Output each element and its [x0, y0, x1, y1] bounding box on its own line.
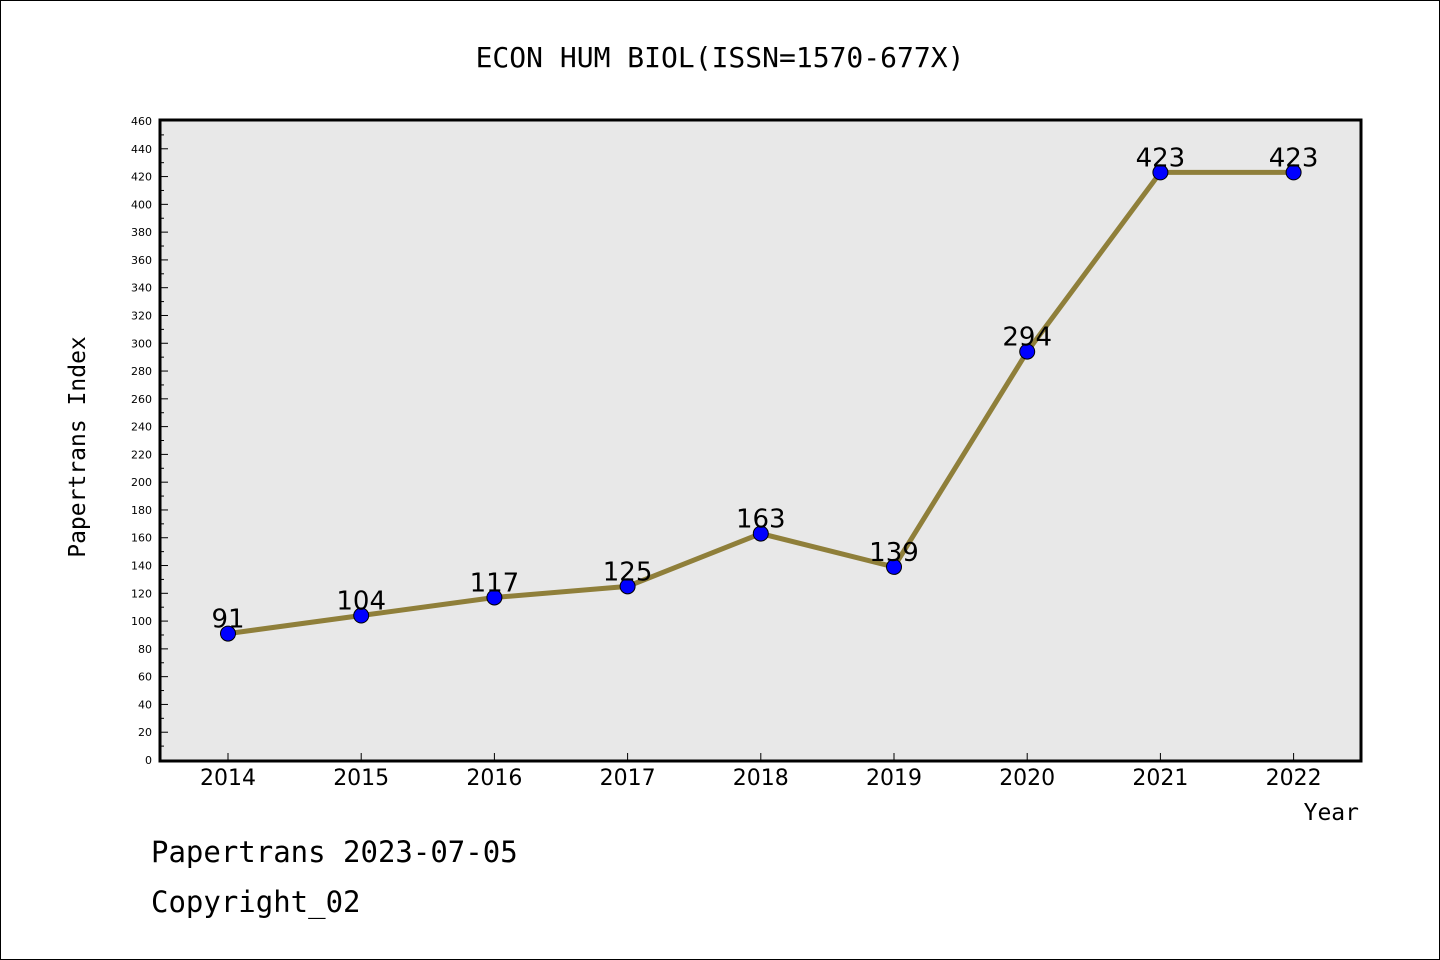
data-label: 104 — [336, 587, 386, 617]
x-tick-label: 2017 — [600, 766, 656, 791]
plot-area — [158, 118, 1363, 763]
data-point — [619, 578, 636, 595]
data-label: 117 — [470, 568, 520, 598]
y-tick-label: 440 — [131, 143, 152, 156]
x-axis-ticks: 2014 2015 2016 2017 2018 2019 2020 2021 2022 — [200, 753, 1322, 791]
y-tick-label: 20 — [138, 726, 152, 739]
y-tick-label: 320 — [131, 309, 152, 322]
y-tick-label: 60 — [138, 671, 152, 684]
data-label: 163 — [736, 505, 786, 535]
data-point — [752, 525, 769, 542]
data-point — [886, 558, 902, 575]
y-tick-label: 280 — [131, 365, 152, 378]
y-tick-label: 400 — [131, 198, 152, 211]
x-tick-label: 2020 — [999, 766, 1055, 791]
x-tick-label: 2016 — [466, 766, 522, 791]
y-tick-label: 340 — [131, 282, 152, 295]
data-label: 125 — [603, 557, 653, 587]
y-tick-label: 100 — [131, 615, 152, 628]
y-tick-label: 180 — [131, 504, 152, 517]
data-point — [353, 607, 370, 624]
y-tick-label: 200 — [131, 476, 152, 489]
data-point — [1285, 164, 1302, 181]
data-label: 139 — [869, 538, 919, 568]
y-tick-label: 0 — [145, 754, 152, 767]
footer-date: Papertrans 2023-07-05 — [151, 835, 518, 869]
y-tick-label: 380 — [131, 226, 152, 239]
y-tick-label: 120 — [131, 587, 152, 600]
y-tick-label: 240 — [131, 421, 152, 434]
x-axis-label: Year — [1304, 800, 1359, 826]
data-label: 294 — [1002, 323, 1052, 353]
y-tick-label: 260 — [131, 393, 152, 406]
y-axis-ticks: 0 20 40 60 80 100 120 140 160 180 200 220 240 260 280 3… — [131, 115, 168, 767]
y-tick-label: 360 — [131, 254, 152, 267]
data-point — [220, 625, 236, 642]
series-group: 91 104 117 125 163 139 294 423 423 — [211, 143, 1319, 642]
data-point — [1152, 164, 1169, 181]
x-tick-label: 2019 — [866, 766, 922, 791]
data-point — [486, 589, 503, 606]
data-label: 423 — [1136, 143, 1186, 173]
y-tick-label: 80 — [138, 643, 152, 656]
x-tick-label: 2022 — [1266, 766, 1322, 791]
y-tick-label: 300 — [131, 337, 152, 350]
x-tick-label: 2021 — [1132, 766, 1188, 791]
x-tick-label: 2015 — [333, 766, 389, 791]
chart-title: ECON HUM BIOL(ISSN=1570-677X) — [476, 41, 965, 74]
y-tick-label: 140 — [131, 560, 152, 573]
y-tick-label: 220 — [131, 448, 152, 461]
x-tick-label: 2014 — [200, 766, 256, 791]
y-axis-label: Papertrans Index — [65, 336, 91, 558]
y-tick-label: 420 — [131, 171, 152, 184]
y-tick-label: 40 — [138, 698, 152, 711]
y-tick-label: 460 — [131, 115, 152, 128]
x-tick-label: 2018 — [733, 766, 789, 791]
data-label: 91 — [211, 605, 244, 635]
data-point — [1019, 343, 1036, 360]
y-tick-label: 160 — [131, 532, 152, 545]
data-label: 423 — [1269, 143, 1319, 173]
footer-copyright: Copyright_02 — [151, 885, 361, 919]
